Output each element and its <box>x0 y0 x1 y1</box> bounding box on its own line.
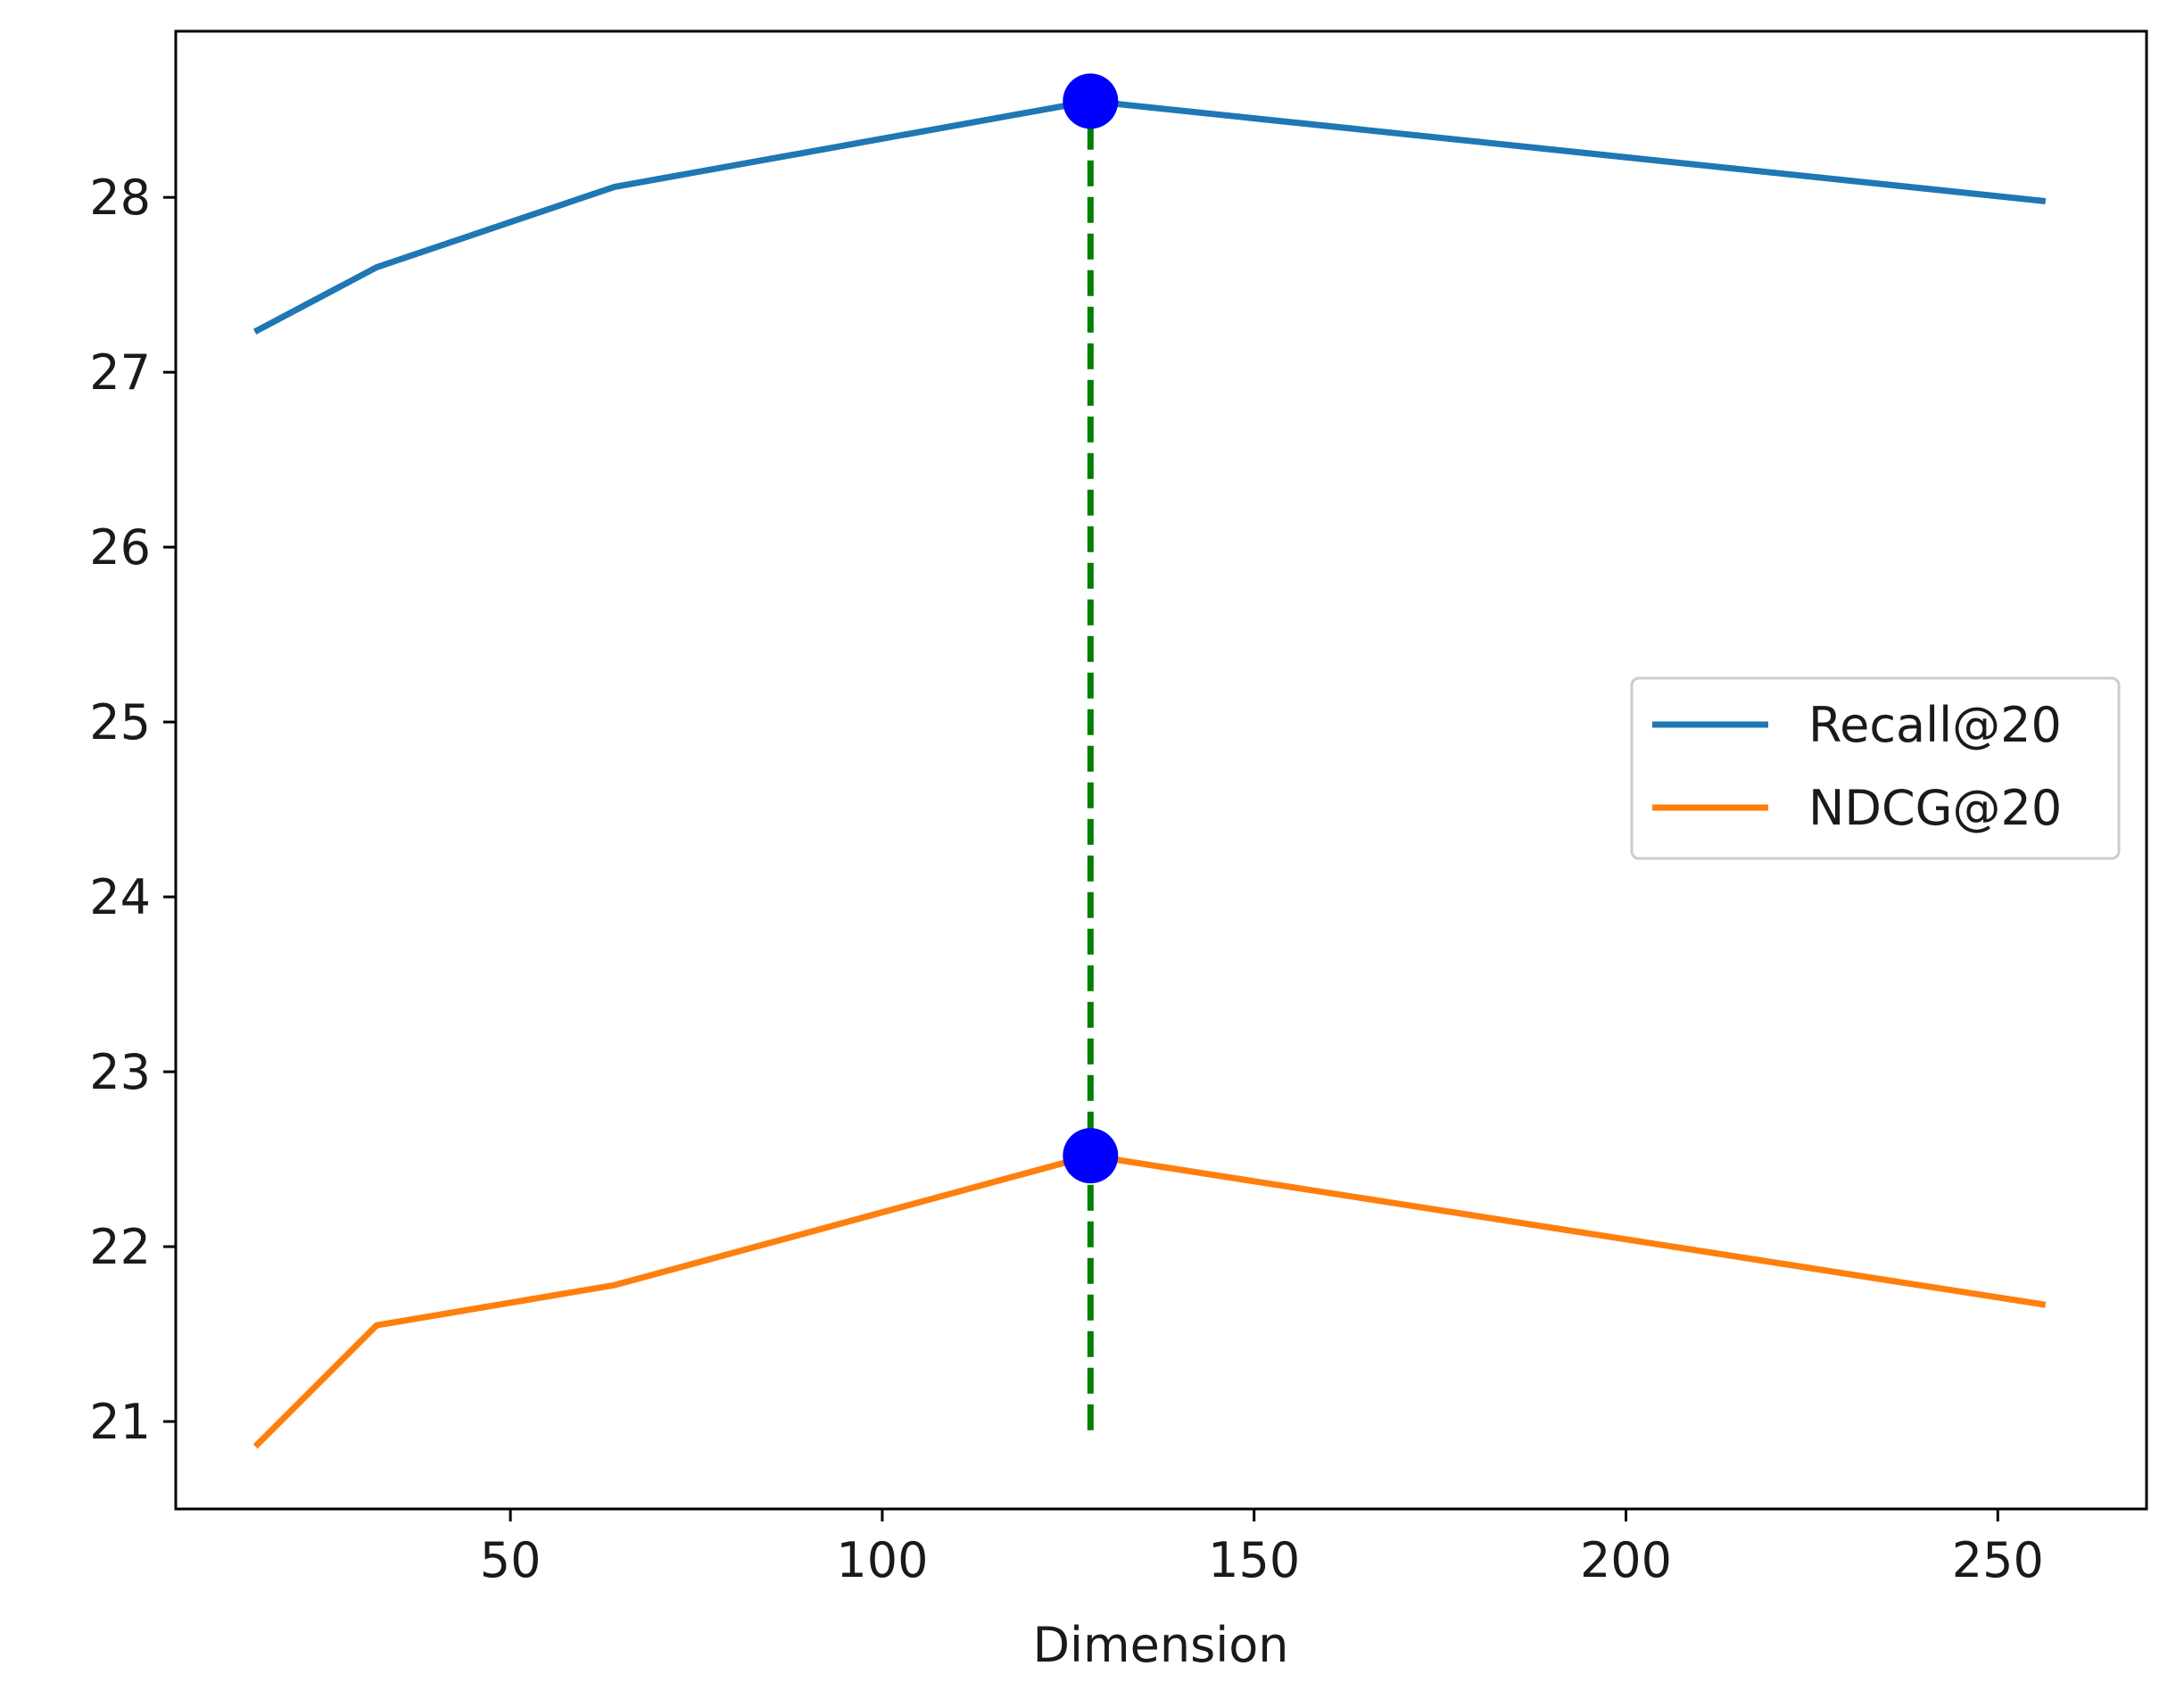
y-tick-label: 25 <box>89 694 151 750</box>
x-tick-label: 150 <box>1208 1532 1300 1588</box>
series-line-recall <box>252 97 2047 335</box>
legend-label-recall: Recall@20 <box>1808 697 2062 753</box>
y-tick-label: 22 <box>89 1219 151 1275</box>
x-tick-label: 100 <box>836 1532 928 1588</box>
x-axis-label: Dimension <box>1032 1617 1288 1673</box>
y-tick-label: 27 <box>89 344 151 401</box>
y-tick-label: 28 <box>89 170 151 226</box>
legend: Recall@20 NDCG@20 <box>1630 676 2121 860</box>
x-tick-label: 50 <box>480 1532 542 1588</box>
legend-label-ndcg: NDCG@20 <box>1808 780 2062 836</box>
x-tick-label: 250 <box>1952 1532 2044 1588</box>
y-tick-label: 24 <box>89 869 151 925</box>
highlight-point-ndcg <box>1063 1128 1119 1184</box>
y-tick-label: 21 <box>89 1394 151 1450</box>
series-line-ndcg <box>252 1152 2047 1449</box>
y-tick-label: 23 <box>89 1044 151 1100</box>
y-tick-label: 26 <box>89 519 151 576</box>
plot-frame <box>174 29 2148 1511</box>
x-tick-label: 200 <box>1580 1532 1672 1588</box>
highlight-point-recall <box>1063 73 1119 129</box>
